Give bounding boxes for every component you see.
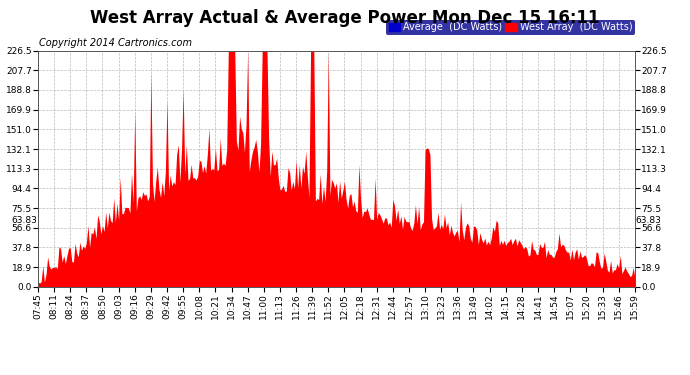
Legend: Average  (DC Watts), West Array  (DC Watts): Average (DC Watts), West Array (DC Watts…: [386, 20, 635, 35]
Text: 63.83: 63.83: [635, 216, 661, 225]
Text: 63.83: 63.83: [12, 216, 37, 225]
Text: West Array Actual & Average Power Mon Dec 15 16:11: West Array Actual & Average Power Mon De…: [90, 9, 600, 27]
Text: Copyright 2014 Cartronics.com: Copyright 2014 Cartronics.com: [39, 38, 192, 48]
